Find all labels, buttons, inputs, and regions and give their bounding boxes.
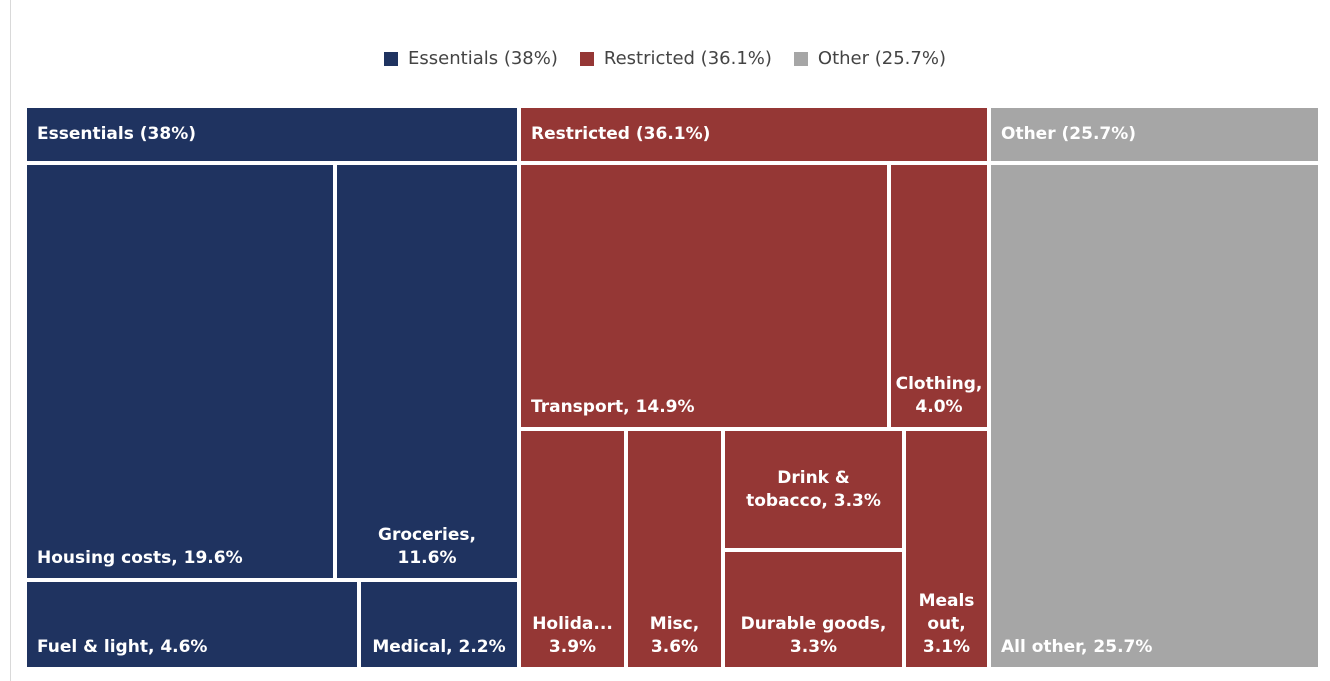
treemap-cell: Durable goods, 3.3% [725,552,902,667]
frame-edge [10,0,11,681]
legend-label: Restricted (36.1%) [603,48,772,69]
cell-label: Groceries, 11.6% [378,525,476,569]
treemap-cell: Housing costs, 19.6% [27,165,333,578]
group-header: Essentials (38%) [27,108,517,161]
legend-entry: Essentials (38%) [384,48,558,69]
legend-entry: Restricted (36.1%) [579,48,772,69]
legend-swatch [793,51,808,66]
group-label: Other (25.7%) [1001,124,1137,145]
legend-swatch [579,51,594,66]
treemap-cell: Clothing, 4.0% [891,165,987,427]
cell-label: All other, 25.7% [1001,637,1153,658]
cell-label: Transport, 14.9% [531,397,695,418]
cell-label: Durable goods, 3.3% [740,614,887,658]
cell-label: Drink & tobacco, 3.3% [746,467,881,511]
treemap-cell: Misc, 3.6% [628,431,721,667]
group-label: Essentials (38%) [37,124,197,145]
treemap-cell: Holida... 3.9% [521,431,624,667]
cell-label: Misc, 3.6% [649,614,700,658]
legend-label: Essentials (38%) [408,48,558,69]
treemap-cell: All other, 25.7% [991,165,1318,667]
treemap-cell: Drink & tobacco, 3.3% [725,431,902,548]
legend-label: Other (25.7%) [817,48,946,69]
cell-label: Holida... 3.9% [532,614,613,658]
cell-label: Clothing, 4.0% [895,374,983,418]
legend: Essentials (38%) Restricted (36.1%) Other … [0,48,1330,69]
treemap-cell: Groceries, 11.6% [337,165,517,578]
legend-entry: Other (25.7%) [793,48,946,69]
group-header: Other (25.7%) [991,108,1318,161]
cell-label: Meals out, 3.1% [918,591,975,658]
treemap-cell: Medical, 2.2% [361,582,517,667]
group-header: Restricted (36.1%) [521,108,987,161]
group-label: Restricted (36.1%) [531,124,711,145]
cell-label: Housing costs, 19.6% [37,548,243,569]
cell-label: Medical, 2.2% [372,637,506,658]
legend-swatch [384,51,399,66]
treemap-cell: Transport, 14.9% [521,165,887,427]
cell-label: Fuel & light, 4.6% [37,637,208,658]
treemap-cell: Meals out, 3.1% [906,431,987,667]
treemap-cell: Fuel & light, 4.6% [27,582,357,667]
